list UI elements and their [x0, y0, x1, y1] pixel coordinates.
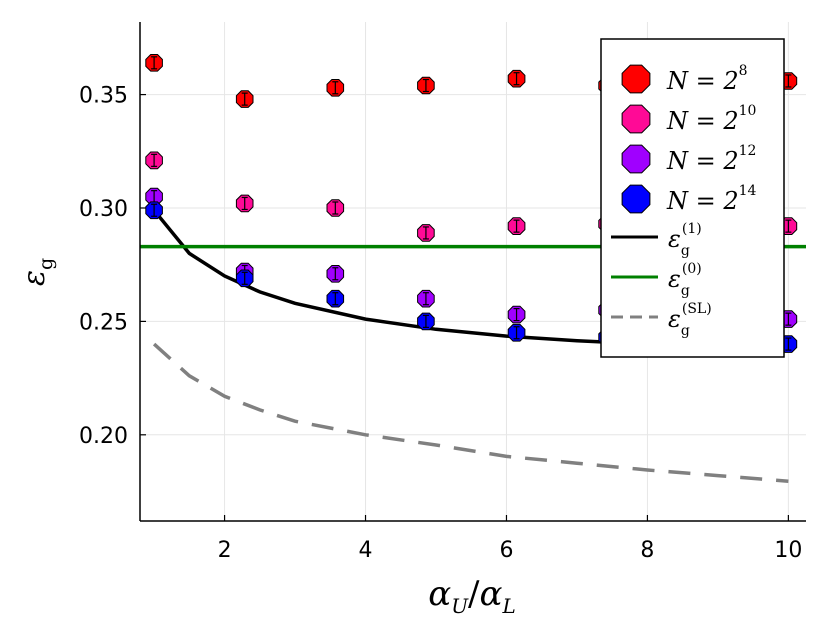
data-point — [145, 54, 163, 72]
curve-2 — [152, 342, 789, 484]
data-point — [417, 289, 435, 308]
legend-marker — [621, 184, 651, 214]
legend-label: εg(0) — [668, 261, 702, 299]
x-tick-label: 10 — [774, 538, 802, 563]
data-point — [145, 151, 163, 170]
y-tick-label: 0.25 — [79, 310, 128, 335]
data-point — [235, 90, 254, 108]
y-axis-label: εg — [17, 258, 57, 286]
data-point — [326, 289, 345, 308]
y-tick-label: 0.20 — [79, 424, 128, 449]
legend-item: N = 212 — [621, 143, 756, 175]
data-point — [417, 224, 435, 242]
axis-labels: αU/αL εg — [17, 258, 516, 618]
data-point — [507, 323, 526, 342]
x-tick-label: 2 — [218, 538, 232, 563]
data-point — [417, 76, 435, 95]
legend-marker — [621, 104, 651, 134]
y-tick-label: 0.30 — [79, 197, 128, 222]
y-tick-label: 0.35 — [79, 84, 128, 109]
data-point — [507, 69, 526, 88]
legend-item: εg(0) — [611, 261, 702, 299]
legend-label: N = 28 — [666, 63, 748, 95]
legend-marker — [621, 144, 651, 174]
data-point — [507, 217, 526, 235]
legend-item: N = 214 — [621, 183, 757, 215]
legend-label: εg(SL) — [668, 301, 712, 339]
x-tick-label: 6 — [499, 538, 513, 563]
legend-item: εg(SL) — [611, 301, 712, 339]
legend-marker — [621, 64, 651, 94]
legend-label: εg(1) — [668, 221, 702, 259]
legend-item: N = 210 — [621, 103, 756, 135]
legend-item: εg(1) — [611, 221, 702, 259]
legend-label: N = 210 — [666, 103, 756, 135]
legend-item: N = 28 — [621, 63, 748, 95]
legend: N = 28 N = 210 N = 212 N = 214 εg(1)εg(0)εg(… — [600, 38, 785, 358]
data-point — [326, 199, 345, 217]
data-point — [417, 312, 435, 331]
x-tick-label: 4 — [359, 538, 373, 563]
legend-label: N = 214 — [666, 183, 757, 215]
legend-label: N = 212 — [666, 143, 756, 175]
tick-labels: 2 4 6 8 10 0.20 0.25 0.30 0.35 — [79, 84, 802, 563]
data-point — [235, 194, 254, 213]
data-point — [326, 79, 345, 97]
data-point — [145, 201, 163, 220]
data-point — [507, 305, 526, 324]
data-point — [326, 265, 345, 283]
x-axis-label: αU/αL — [428, 574, 516, 618]
data-point — [235, 269, 254, 288]
x-tick-label: 8 — [640, 538, 654, 563]
axes — [139, 22, 806, 522]
